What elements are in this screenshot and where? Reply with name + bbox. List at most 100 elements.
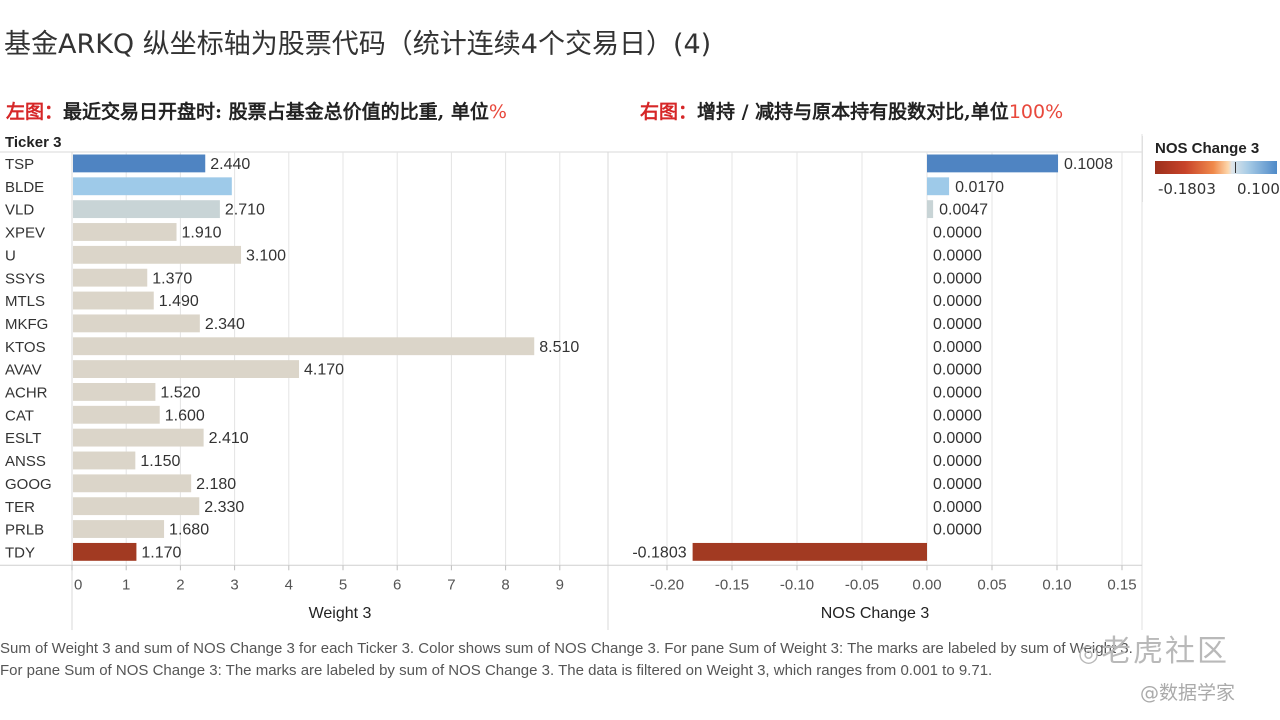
- nos-bar-blde: [927, 177, 950, 196]
- watermark-brand: ◎老虎社区: [1078, 626, 1229, 670]
- weight-label-avav: 4.170: [304, 362, 344, 379]
- row-label-anss: ANSS: [5, 453, 46, 470]
- weight-bar-ter: [73, 497, 200, 516]
- weight-label-anss: 1.150: [140, 453, 180, 470]
- left-note-text: 最近交易日开盘时: 股票占基金总价值的比重, 单位: [63, 101, 489, 123]
- weight-bar-mtls: [73, 291, 154, 310]
- left-tick-label: 1: [122, 576, 130, 593]
- left-tick-label: 6: [393, 576, 401, 593]
- weight-label-ssys: 1.370: [152, 270, 192, 287]
- row-label-ktos: KTOS: [5, 339, 46, 356]
- right-pane-note: 右图：增持 / 减持与原本持有股数对比,单位100%: [640, 97, 1063, 124]
- nos-bar-vld: [927, 200, 934, 219]
- row-label-u: U: [5, 247, 16, 264]
- nos-label-ter: 0.0000: [933, 499, 982, 516]
- weight-bar-achr: [73, 383, 156, 401]
- right-tick-label: -0.20: [650, 576, 684, 593]
- weight-bar-ktos: [73, 337, 535, 356]
- nos-label-anss: 0.0000: [933, 453, 982, 470]
- left-tick-label: 5: [339, 576, 347, 593]
- right-note-unit: 100%: [1008, 101, 1064, 123]
- right-axis-title: NOS Change 3: [821, 605, 930, 622]
- weight-bar-vld: [73, 200, 220, 219]
- weight-label-u: 3.100: [246, 247, 286, 264]
- row-label-goog: GOOG: [5, 476, 52, 493]
- weight-bar-anss: [73, 451, 136, 470]
- nos-label-xpev: 0.0000: [933, 225, 982, 242]
- row-label-xpev: XPEV: [5, 225, 45, 242]
- row-label-prlb: PRLB: [5, 522, 44, 539]
- right-tick-label: -0.10: [780, 576, 814, 593]
- weight-bar-goog: [73, 474, 192, 493]
- right-tick-label: 0.15: [1107, 576, 1136, 593]
- weight-label-mkfg: 2.340: [205, 316, 245, 333]
- legend-color-ramp: [1155, 161, 1277, 174]
- right-note-label: 右图：: [640, 101, 698, 123]
- left-tick-label: 3: [230, 576, 238, 593]
- weight-label-achr: 1.520: [160, 385, 200, 402]
- weight-bar-prlb: [73, 520, 165, 538]
- page-title: 基金ARKQ 纵坐标轴为股票代码（统计连续4个交易日）(4): [4, 29, 712, 60]
- weight-label-mtls: 1.490: [159, 293, 199, 310]
- left-tick-label: 8: [501, 576, 509, 593]
- weight-label-prlb: 1.680: [169, 522, 209, 539]
- weight-bar-cat: [73, 405, 160, 424]
- weight-bar-xpev: [73, 223, 177, 241]
- row-label-tdy: TDY: [5, 544, 35, 561]
- weight-label-eslt: 2.410: [209, 430, 249, 447]
- row-label-blde: BLDE: [5, 179, 44, 196]
- color-legend[interactable]: NOS Change 3 -0.1803 0.1008: [1142, 136, 1280, 202]
- nos-label-goog: 0.0000: [933, 476, 982, 493]
- weight-bar-blde: [73, 177, 232, 196]
- row-label-vld: VLD: [5, 202, 34, 219]
- nos-label-vld: 0.0047: [939, 202, 988, 219]
- watermark-user: @数据学家: [1140, 682, 1236, 704]
- right-tick-label: 0.00: [912, 576, 941, 593]
- weight-bar-u: [73, 245, 242, 264]
- caption-footnote: Sum of Weight 3 and sum of NOS Change 3 …: [0, 640, 1133, 679]
- weight-label-cat: 1.600: [165, 407, 205, 424]
- weight-bar-tdy: [73, 542, 137, 561]
- row-label-mtls: MTLS: [5, 293, 45, 310]
- nos-label-mtls: 0.0000: [933, 293, 982, 310]
- right-tick-label: -0.15: [715, 576, 749, 593]
- row-label-ter: TER: [5, 499, 35, 516]
- weight-bar-mkfg: [73, 314, 200, 333]
- nos-label-blde: 0.0170: [955, 179, 1004, 196]
- right-tick-label: -0.05: [845, 576, 879, 593]
- row-label-achr: ACHR: [5, 385, 48, 402]
- weight-label-tsp: 2.440: [210, 156, 250, 173]
- row-label-cat: CAT: [5, 407, 34, 424]
- nos-label-cat: 0.0000: [933, 407, 982, 424]
- weight-label-goog: 2.180: [196, 476, 236, 493]
- nos-label-prlb: 0.0000: [933, 522, 982, 539]
- weight-label-ter: 2.330: [204, 499, 244, 516]
- right-tick-label: 0.10: [1042, 576, 1071, 593]
- left-tick-label: 2: [176, 576, 184, 593]
- weight-label-ktos: 8.510: [539, 339, 579, 356]
- nos-label-achr: 0.0000: [933, 385, 982, 402]
- nos-bar-tsp: [927, 154, 1059, 173]
- weight-label-tdy: 1.170: [141, 544, 181, 561]
- weight-label-vld: 2.710: [225, 202, 265, 219]
- right-tick-label: 0.05: [977, 576, 1006, 593]
- legend-max-label: 0.1008: [1237, 180, 1280, 198]
- nos-bar-tdy: [692, 542, 927, 561]
- left-note-unit: %: [488, 101, 507, 123]
- weight-bar-eslt: [73, 428, 204, 447]
- legend-zero-tick: [1235, 162, 1236, 173]
- left-tick-label: 4: [285, 576, 293, 593]
- left-note-label: 左图：: [6, 101, 64, 123]
- weight-label-xpev: 1.910: [182, 225, 222, 242]
- nos-label-ssys: 0.0000: [933, 270, 982, 287]
- row-label-tsp: TSP: [5, 156, 34, 173]
- left-pane-note: 左图：最近交易日开盘时: 股票占基金总价值的比重, 单位%: [6, 97, 507, 124]
- nos-label-avav: 0.0000: [933, 362, 982, 379]
- nos-label-mkfg: 0.0000: [933, 316, 982, 333]
- nos-label-tsp: 0.1008: [1064, 156, 1113, 173]
- left-tick-label: 0: [74, 576, 82, 593]
- nos-label-ktos: 0.0000: [933, 339, 982, 356]
- nos-label-tdy: -0.1803: [632, 544, 686, 561]
- nos-label-eslt: 0.0000: [933, 430, 982, 447]
